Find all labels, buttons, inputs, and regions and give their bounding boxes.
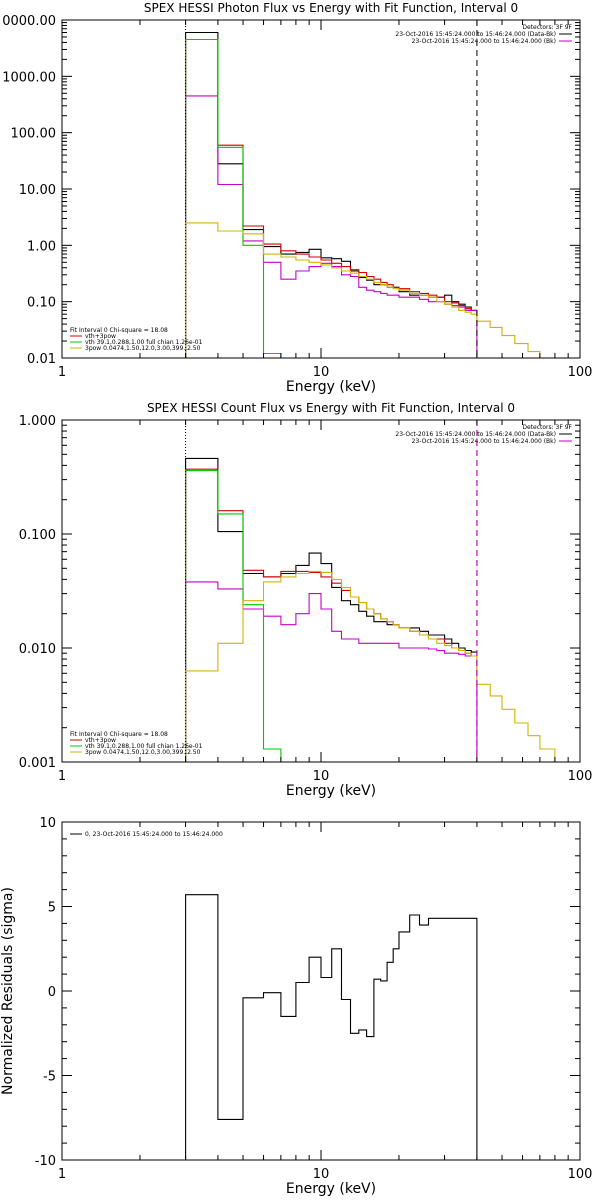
y-tick-label: 1.000 [19,414,56,429]
legend-entry: vth 39.1,0.288,1.00 full chian 1.26e-01 [85,743,203,750]
series-2-line [185,38,477,358]
chart-title: SPEX HESSI Count Flux vs Energy with Fit… [147,401,515,415]
series-3-line [185,581,478,762]
legend-entry: 0, 23-Oct-2016 15:45:24.000 to 15:46:24.… [85,831,223,838]
chart-1: SPEX HESSI Photon Flux vs Energy with Fi… [2,1,592,395]
chart-3: 1 10 100 Energy (keV) -10 -5 0 5 10 Normalized Re… [0,816,592,1197]
x-tick-label: 10 [313,1167,330,1182]
header-interval: 23-Oct-2016 15:45:24.000 to 15:46:24.000… [412,438,556,445]
series-1-line [185,894,478,1160]
y-tick-label: 10 [39,816,56,831]
y-tick-label: -5 [43,1070,56,1085]
x-tick-label: 100 [568,365,593,380]
legend-entry: vth+3pow [85,333,116,340]
x-tick-label: 100 [568,1167,593,1182]
legend-entry: vth 39.1,0.288,1.00 full chian 1.26e-01 [85,339,203,346]
legend-entry: 3pow 0.0474,1.50,12.0,3.00,399.,2.50 [85,345,201,352]
x-axis-label: Energy (keV) [286,1181,376,1197]
x-tick-label: 10 [313,769,330,784]
x-tick-label: 100 [568,769,593,784]
plot-frame [61,19,581,359]
y-axis-label: Normalized Residuals (sigma) [0,887,16,1095]
x-axis-label: Energy (keV) [286,379,376,395]
series-4-line [185,38,282,358]
x-tick-label: 1 [58,365,66,380]
y-tick-label: 0.001 [19,756,56,771]
x-tick-label: 10 [313,365,330,380]
header-detectors: Detectors: 3F 9F [522,24,572,31]
y-tick-label: -10 [35,1154,56,1169]
series-1-line [185,31,477,358]
y-tick-label: 0.10 [27,296,56,311]
header-interval: 23-Oct-2016 15:45:24.000 to 15:46:24.000… [412,38,556,45]
plot-frame [61,419,581,763]
y-tick-label: 1000.00 [2,70,56,85]
header-interval: 23-Oct-2016 15:45:24.000 to 15:46:24.000… [395,431,556,438]
y-tick-label: 100.00 [11,127,57,142]
header-detectors: Detectors: 3F 9F [522,424,572,431]
x-tick-label: 1 [58,1167,66,1182]
series-4-line [185,470,282,762]
y-tick-label: 0.100 [19,528,56,543]
legend-fit: Fit Interval 0 Chi-square = 18.08 [70,731,168,738]
series-group [185,894,478,1160]
y-tick-label: 0.01 [27,352,56,367]
plot-frame [61,821,581,1161]
series-3-line [185,95,478,358]
series-group [185,31,555,358]
legend-fit: Fit Interval 0 Chi-square = 18.08 [70,327,168,334]
legend-entry: vth+3pow [85,737,116,744]
header-interval: 23-Oct-2016 15:45:24.000 to 15:46:24.000… [395,31,556,38]
y-tick-label: 0 [48,985,56,1000]
y-tick-label: 0000.00 [2,14,56,29]
series-group [185,457,569,762]
series-5-line [185,570,569,762]
y-tick-label: 1.00 [27,239,56,254]
chart-2: SPEX HESSI Count Flux vs Energy with Fit… [19,401,593,799]
y-tick-label: 0.010 [19,642,56,657]
x-tick-label: 1 [58,769,66,784]
y-tick-label: 5 [48,901,56,916]
x-axis-label: Energy (keV) [286,783,376,799]
y-tick-label: 10.00 [19,183,56,198]
legend-entry: 3pow 0.0474,1.50,12.0,3.00,399.,2.50 [85,749,201,756]
chart-title: SPEX HESSI Photon Flux vs Energy with Fi… [144,1,518,15]
